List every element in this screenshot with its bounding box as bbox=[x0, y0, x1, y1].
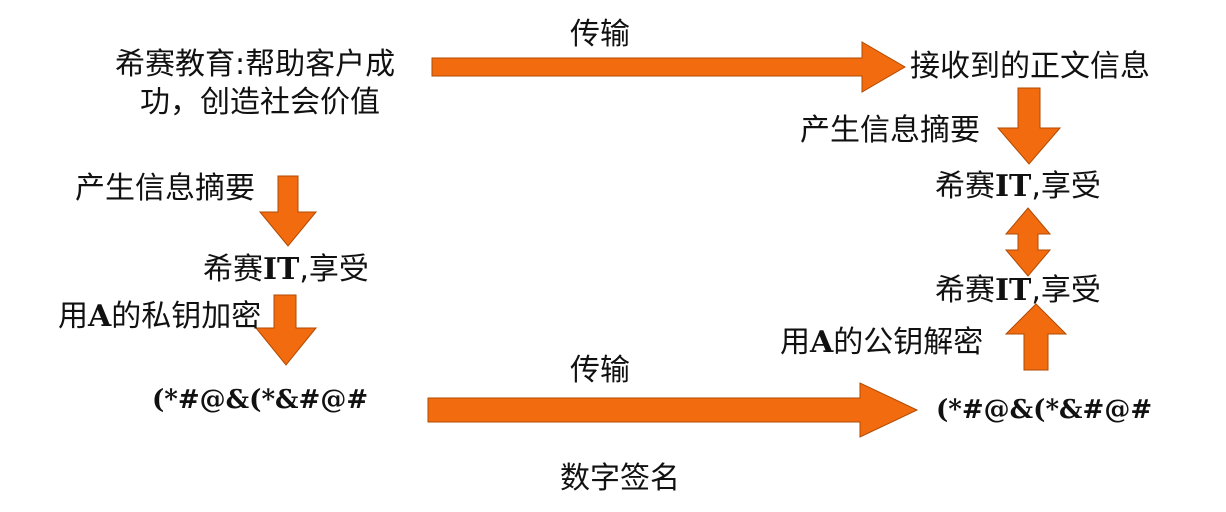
decrypt-label-bold: A bbox=[809, 325, 834, 360]
left-digest-prefix: 希赛 bbox=[203, 252, 263, 287]
original-message-line2: 功，创造社会价值 bbox=[140, 85, 380, 120]
original-message-line1: 希赛教育:帮助客户成 bbox=[115, 47, 395, 82]
left-digest-down-arrow bbox=[258, 175, 318, 247]
right-digest-top-bold: IT bbox=[995, 169, 1032, 204]
right-digest-top-suffix: ,享受 bbox=[1031, 169, 1101, 204]
compare-double-arrow bbox=[1004, 207, 1052, 277]
right-digest-top-prefix: 希赛 bbox=[935, 169, 995, 204]
right-digest-top-text: 希赛IT,享受 bbox=[935, 169, 1101, 204]
left-digest-text: 希赛IT,享受 bbox=[203, 252, 369, 287]
left-digest-bold: IT bbox=[263, 252, 300, 287]
right-digest-bottom-text: 希赛IT,享受 bbox=[935, 273, 1101, 308]
diagram-caption: 数字签名 bbox=[560, 461, 680, 496]
transmit-top-arrow bbox=[431, 41, 906, 93]
encrypt-label-suffix: 的私钥加密 bbox=[111, 299, 261, 334]
right-digest-down-arrow bbox=[996, 87, 1062, 165]
right-digest-bottom-bold: IT bbox=[995, 273, 1032, 308]
right-digest-bottom-suffix: ,享受 bbox=[1031, 273, 1101, 308]
right-digest-step-label: 产生信息摘要 bbox=[800, 113, 980, 148]
left-digest-step-label: 产生信息摘要 bbox=[75, 171, 255, 206]
transmit-bottom-label: 传输 bbox=[570, 353, 630, 388]
left-cipher-text: (*#@&(*&#@# bbox=[152, 385, 368, 415]
decrypt-label: 用A的公钥解密 bbox=[780, 325, 983, 360]
encrypt-label-prefix: 用 bbox=[58, 299, 88, 334]
transmit-bottom-arrow bbox=[427, 382, 919, 438]
encrypt-label-bold: A bbox=[87, 299, 112, 334]
right-digest-bottom-prefix: 希赛 bbox=[935, 273, 995, 308]
right-cipher-text: (*#@&(*&#@# bbox=[936, 395, 1152, 425]
transmit-top-label: 传输 bbox=[570, 17, 630, 52]
decrypt-label-suffix: 的公钥解密 bbox=[833, 325, 983, 360]
right-decrypt-up-arrow bbox=[1004, 303, 1068, 371]
left-digest-suffix: ,享受 bbox=[299, 252, 369, 287]
left-encrypt-down-arrow bbox=[254, 294, 318, 366]
decrypt-label-prefix: 用 bbox=[780, 325, 810, 360]
encrypt-label: 用A的私钥加密 bbox=[58, 299, 261, 334]
received-message-text: 接收到的正文信息 bbox=[910, 49, 1150, 84]
